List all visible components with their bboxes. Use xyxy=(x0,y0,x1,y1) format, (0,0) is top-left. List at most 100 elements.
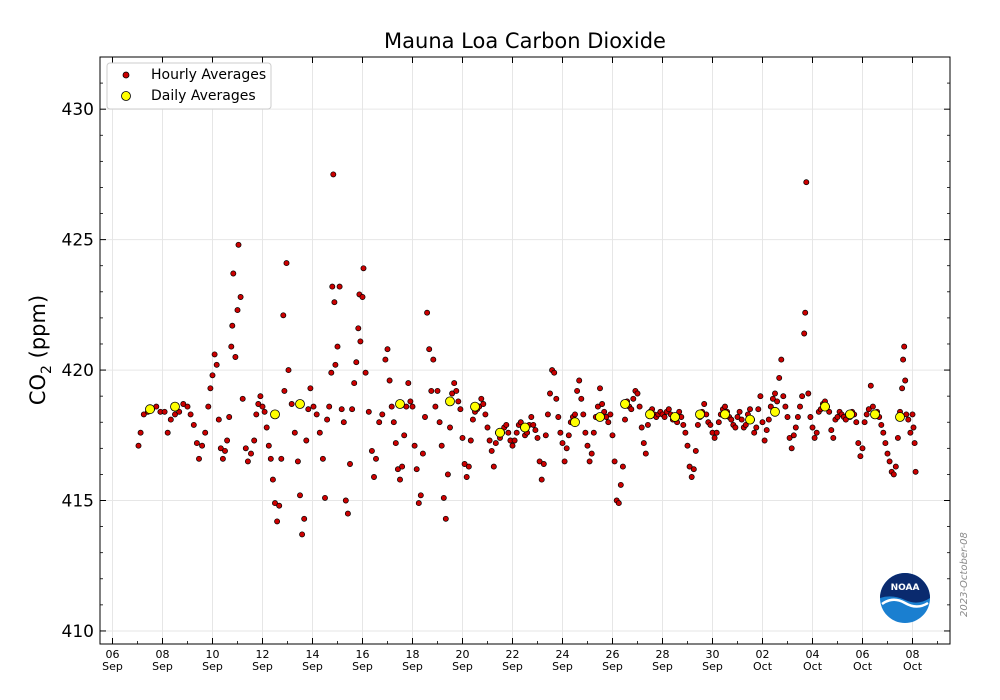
hourly-point xyxy=(609,432,616,439)
hourly-point xyxy=(732,424,739,431)
hourly-point xyxy=(572,411,578,418)
hourly-point xyxy=(135,442,142,449)
hourly-point xyxy=(161,408,168,415)
hourly-point xyxy=(634,390,641,397)
hourly-point xyxy=(373,455,379,462)
hourly-point xyxy=(217,445,224,452)
daily-point xyxy=(395,399,405,409)
hourly-point xyxy=(530,421,537,428)
daily-series xyxy=(145,396,905,438)
hourly-point xyxy=(326,403,333,410)
noaa-logo-wave-icon xyxy=(881,598,929,608)
hourly-point xyxy=(534,434,541,441)
hourly-point xyxy=(329,283,336,290)
hourly-point xyxy=(863,411,870,418)
hourly-point xyxy=(561,458,568,465)
hourly-point xyxy=(557,429,564,436)
noaa-logo-text: NOAA xyxy=(891,583,920,593)
daily-point xyxy=(145,404,155,415)
hourly-point xyxy=(307,385,314,392)
hourly-point xyxy=(261,408,268,415)
hourly-point xyxy=(164,429,171,436)
daily-point xyxy=(695,409,705,420)
x-tick-label-day: 16 xyxy=(356,648,370,661)
hourly-point xyxy=(803,179,810,186)
x-tick-label-month: Sep xyxy=(152,660,173,673)
hourly-point xyxy=(809,424,816,431)
hourly-point xyxy=(590,429,597,436)
hourly-point xyxy=(580,411,587,418)
x-tick-label-month: Sep xyxy=(352,660,373,673)
hourly-point xyxy=(728,416,735,423)
x-tick-label-month: Sep xyxy=(502,660,523,673)
hourly-point xyxy=(830,434,837,441)
hourly-point xyxy=(239,395,246,402)
hourly-point xyxy=(715,419,722,426)
hourly-point xyxy=(517,419,524,426)
hourly-point xyxy=(909,411,916,418)
hourly-point xyxy=(784,414,791,420)
hourly-point xyxy=(291,429,298,436)
hourly-point xyxy=(371,474,377,480)
hourly-point xyxy=(630,395,637,402)
hourly-point xyxy=(234,307,241,314)
daily-point xyxy=(645,409,655,420)
hourly-point xyxy=(899,385,906,392)
hourly-point xyxy=(411,442,418,449)
hourly-point xyxy=(334,343,341,350)
daily-point xyxy=(845,409,855,420)
hourly-point xyxy=(294,458,301,465)
hourly-point xyxy=(237,294,244,300)
hourly-point xyxy=(509,442,516,449)
hourly-point xyxy=(701,401,708,407)
hourly-point xyxy=(338,406,345,413)
hourly-point xyxy=(313,411,320,418)
daily-point xyxy=(720,409,730,420)
hourly-point xyxy=(417,492,424,499)
x-tick-label-month: Sep xyxy=(402,660,423,673)
hourly-point xyxy=(492,440,499,447)
hourly-point xyxy=(209,372,216,379)
hourly-point xyxy=(622,416,628,423)
hourly-point xyxy=(553,395,560,402)
x-tick-label-day: 04 xyxy=(806,648,820,661)
legend: Hourly Averages Daily Averages xyxy=(106,62,272,110)
hourly-point xyxy=(722,403,728,410)
hourly-point xyxy=(759,419,766,426)
hourly-point xyxy=(322,494,328,501)
hourly-point xyxy=(861,419,868,426)
daily-point xyxy=(295,399,305,409)
x-tick-label-day: 06 xyxy=(856,648,870,661)
y-tick-label: 415 xyxy=(62,492,94,512)
hourly-point xyxy=(765,416,772,423)
hourly-point xyxy=(528,414,535,420)
hourly-point xyxy=(578,395,585,402)
hourly-point xyxy=(665,406,672,413)
hourly-point xyxy=(774,398,781,405)
hourly-point xyxy=(248,450,254,457)
legend-hourly-label: Hourly Averages xyxy=(151,67,266,83)
hourly-point xyxy=(711,434,718,441)
hourly-point xyxy=(376,419,383,426)
hourly-point xyxy=(305,406,312,413)
hourly-point xyxy=(455,398,462,405)
x-tick-label-month: Oct xyxy=(753,660,773,673)
hourly-point xyxy=(451,380,458,387)
hourly-point xyxy=(461,461,468,467)
hourly-point xyxy=(594,403,601,410)
hourly-point xyxy=(331,299,338,306)
x-tick-label-day: 22 xyxy=(506,648,520,661)
hourly-point xyxy=(255,401,262,407)
y-axis-label-unit: (ppm) xyxy=(26,295,50,365)
gridlines xyxy=(100,57,950,644)
hourly-point xyxy=(802,309,809,316)
hourly-point xyxy=(565,432,572,439)
hourly-point xyxy=(536,458,543,465)
hourly-point xyxy=(469,416,476,423)
x-tick-label-day: 30 xyxy=(706,648,720,661)
hourly-point xyxy=(828,427,835,434)
hourly-point xyxy=(299,531,306,538)
plot-area xyxy=(100,57,950,644)
hourly-point xyxy=(640,440,647,447)
hourly-point xyxy=(205,403,212,410)
